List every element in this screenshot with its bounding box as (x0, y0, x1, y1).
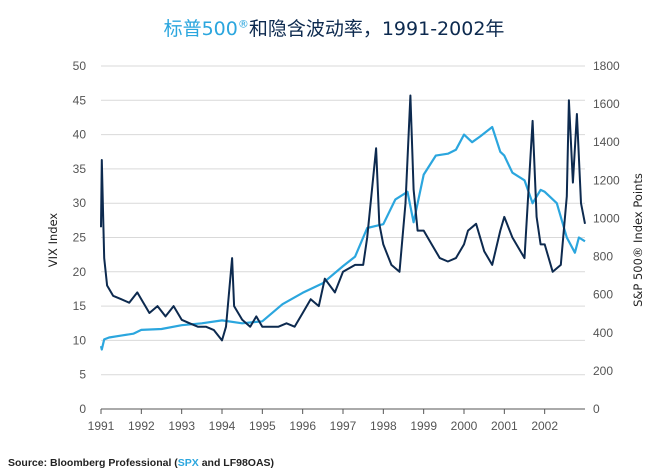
y-axis-left-label: VIX Index (46, 213, 60, 268)
title-reg-mark: ® (237, 17, 249, 31)
y-left-tick-labels: 0 5 10 15 20 25 30 35 40 45 50 (73, 59, 87, 416)
source-note: Source: Bloomberg Professional (SPX and … (8, 457, 274, 469)
y-left-tick-label: 20 (73, 265, 87, 279)
y-left-tick-label: 50 (73, 59, 87, 73)
y-right-tick-label: 800 (593, 250, 613, 264)
y-right-tick-label: 1000 (593, 211, 620, 225)
y-right-tick-label: 400 (593, 326, 613, 340)
gridlines (101, 65, 585, 376)
y-left-tick-label: 45 (73, 93, 87, 107)
y-axis-right-label: S&P 500® Index Points (631, 173, 645, 307)
x-tick-label: 1997 (330, 419, 357, 433)
y-left-tick-label: 25 (73, 231, 87, 245)
x-tick-label: 2002 (531, 419, 558, 433)
series-line-vix (100, 94, 586, 342)
y-left-tick-label: 40 (73, 128, 87, 142)
series-line-spx (99, 125, 586, 351)
y-left-tick-label: 15 (73, 299, 87, 313)
x-tick-label: 1993 (168, 419, 195, 433)
source-prefix: Source: Bloomberg Professional ( (8, 457, 178, 469)
y-right-tick-label: 1200 (593, 173, 620, 187)
x-tick-label: 1994 (209, 419, 236, 433)
source-spx: SPX (177, 457, 199, 469)
x-tick-label: 1999 (410, 419, 437, 433)
x-tick-label: 1998 (370, 419, 397, 433)
y-right-tick-label: 1400 (593, 135, 620, 149)
x-tick-label: 1991 (88, 419, 115, 433)
y-left-tick-label: 30 (73, 196, 87, 210)
x-tick-label: 1992 (128, 419, 155, 433)
y-right-tick-label: 200 (593, 364, 613, 378)
y-left-tick-label: 10 (73, 333, 87, 347)
title-part2: 和隐含波动率，1991-2002年 (248, 18, 505, 40)
x-tick-label: 1996 (289, 419, 316, 433)
x-tick-label: 1995 (249, 419, 276, 433)
series-lines (99, 94, 586, 351)
y-right-tick-labels: 0 200 400 600 800 1000 1200 1400 1600 1800 (593, 59, 620, 416)
y-right-tick-label: 0 (593, 402, 600, 416)
y-right-tick-label: 1600 (593, 97, 620, 111)
y-left-tick-label: 0 (79, 402, 86, 416)
y-right-tick-label: 1800 (593, 59, 620, 73)
x-tick-label: 2000 (451, 419, 478, 433)
chart-title: 标普500®和隐含波动率，1991-2002年 (0, 14, 668, 41)
y-left-tick-label: 5 (79, 368, 86, 382)
source-suffix: and LF98OAS) (198, 457, 275, 469)
y-right-tick-label: 600 (593, 288, 613, 302)
title-part1: 标普500 (163, 18, 238, 40)
x-tick-label: 2001 (491, 419, 518, 433)
y-left-tick-label: 35 (73, 162, 87, 176)
x-axis: 1991 1992 1993 1994 1995 1996 1997 1998 1999 2000… (88, 408, 585, 433)
